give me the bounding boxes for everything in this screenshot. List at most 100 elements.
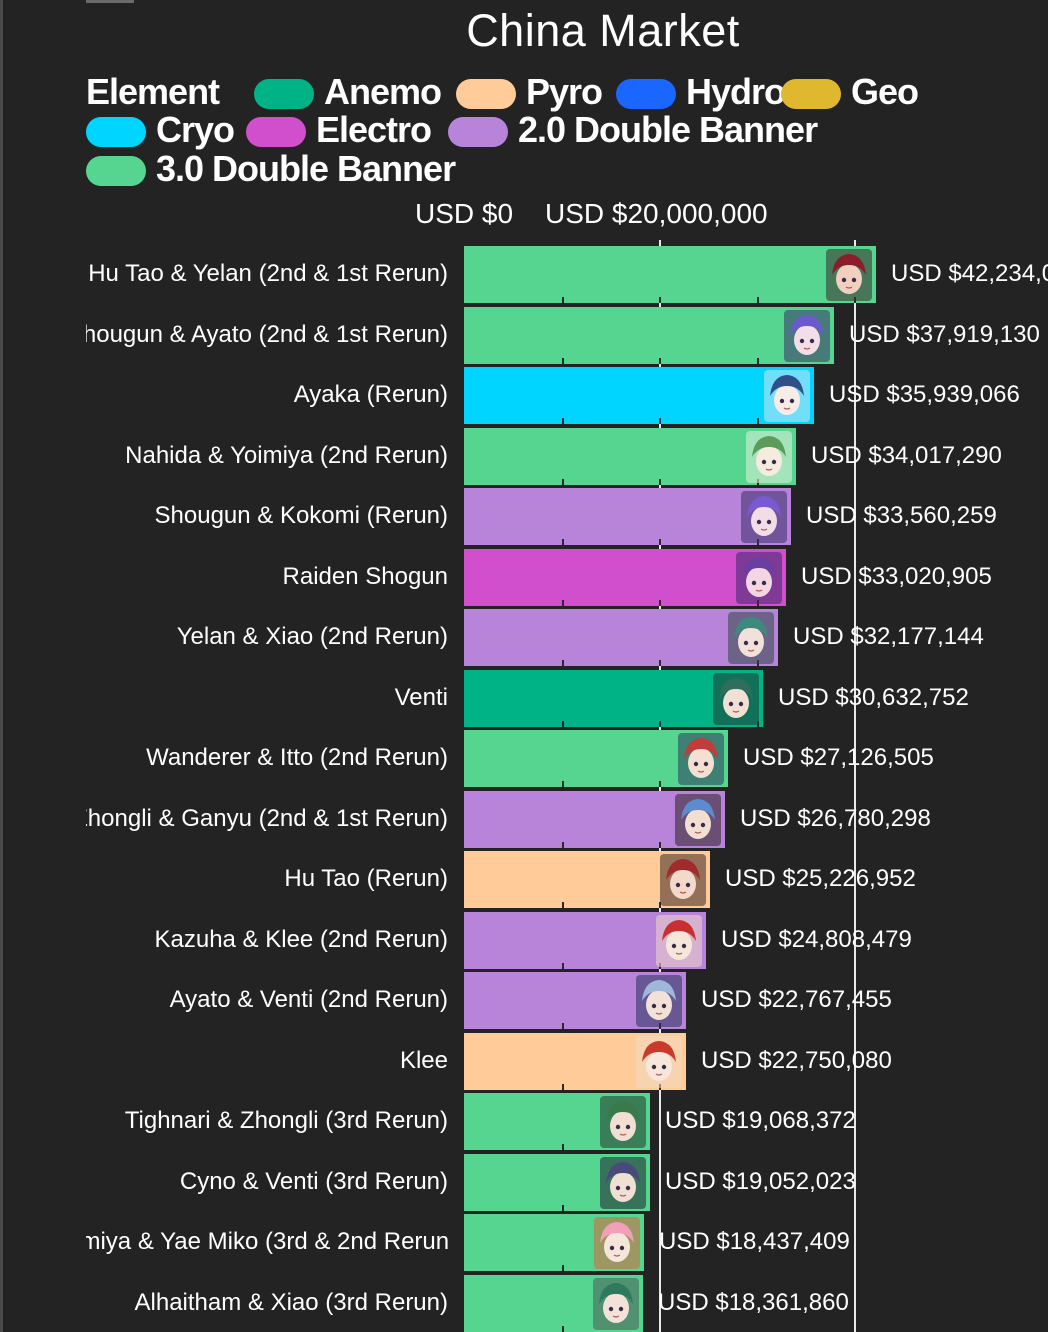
category-label: Raiden Shogun	[48, 563, 448, 591]
character-avatar-icon	[713, 673, 759, 725]
character-avatar-icon	[784, 310, 830, 362]
legend: Element Anemo Pyro Hydro Geo Cryo Electro 2.0 …	[86, 72, 986, 192]
bar-tick	[562, 660, 564, 666]
bar-tick	[562, 600, 564, 606]
character-avatar-icon	[746, 431, 792, 483]
category-label: Shougun & Ayato (2nd & 1st Rerun)	[48, 321, 448, 349]
bar-tick	[562, 963, 564, 969]
category-label: Ayato & Venti (2nd Rerun)	[48, 986, 448, 1014]
category-label: Yoimiya & Yae Miko (3rd & 2nd Rerun)	[48, 1228, 448, 1256]
bar-tick	[659, 600, 661, 606]
value-label: USD $32,177,144	[793, 623, 984, 651]
value-label: USD $27,126,505	[743, 744, 934, 772]
bar-tick	[659, 479, 661, 485]
category-label: Hu Tao & Yelan (2nd & 1st Rerun)	[48, 260, 448, 288]
bar-tick	[562, 781, 564, 787]
bar-tick	[659, 721, 661, 727]
category-label: Nahida & Yoimiya (2nd Rerun)	[48, 442, 448, 470]
bar-tick	[562, 1326, 564, 1332]
category-label: Shougun & Kokomi (Rerun)	[48, 502, 448, 530]
character-avatar-icon	[826, 249, 872, 301]
legend-swatch	[86, 117, 146, 147]
bar-tick	[562, 418, 564, 424]
legend-swatch	[456, 79, 516, 109]
category-label: Wanderer & Itto (2nd Rerun)	[48, 744, 448, 772]
bar-tick	[562, 842, 564, 848]
bar-tick	[659, 842, 661, 848]
value-label: USD $19,052,023	[665, 1168, 856, 1196]
character-avatar-icon	[660, 854, 706, 906]
bar-tick	[659, 358, 661, 364]
legend-label: Electro	[316, 110, 431, 150]
bar-tick	[659, 297, 661, 303]
bar-tick	[562, 539, 564, 545]
bar-tick	[659, 660, 661, 666]
bar-tick	[757, 297, 759, 303]
character-avatar-icon	[728, 612, 774, 664]
value-label: USD $33,560,259	[806, 502, 997, 530]
character-avatar-icon	[636, 975, 682, 1027]
value-label: USD $35,939,066	[829, 381, 1020, 409]
top-edge-mark	[86, 0, 134, 3]
value-label: USD $30,632,752	[778, 684, 969, 712]
value-label: USD $42,234,0	[891, 260, 1048, 288]
legend-swatch	[448, 117, 508, 147]
character-avatar-icon	[741, 491, 787, 543]
character-avatar-icon	[600, 1157, 646, 1209]
bar-tick	[659, 781, 661, 787]
value-label: USD $24,808,479	[721, 926, 912, 954]
chart-title: China Market	[300, 6, 906, 56]
x-tick-label-0: USD $0	[415, 197, 513, 231]
character-avatar-icon	[736, 552, 782, 604]
value-label: USD $25,226,952	[725, 865, 916, 893]
bar-tick	[757, 418, 759, 424]
legend-title: Element	[86, 72, 219, 112]
bar-2	[464, 367, 814, 424]
value-label: USD $18,437,409	[659, 1228, 850, 1256]
bar-tick	[562, 1265, 564, 1271]
legend-swatch	[781, 79, 841, 109]
value-label: USD $19,068,372	[665, 1107, 856, 1135]
legend-label: Geo	[851, 72, 918, 112]
category-label: Cyno & Venti (3rd Rerun)	[48, 1168, 448, 1196]
bar-tick	[562, 1205, 564, 1211]
character-avatar-icon	[594, 1217, 640, 1269]
character-avatar-icon	[600, 1096, 646, 1148]
value-label: USD $34,017,290	[811, 442, 1002, 470]
bar-tick	[562, 1084, 564, 1090]
category-label: Hu Tao (Rerun)	[48, 865, 448, 893]
category-label: Venti	[48, 684, 448, 712]
legend-swatch	[616, 79, 676, 109]
bar-tick	[562, 479, 564, 485]
bar-tick	[562, 1144, 564, 1150]
legend-swatch	[246, 117, 306, 147]
category-label: Klee	[48, 1047, 448, 1075]
character-avatar-icon	[593, 1278, 639, 1330]
bar-tick	[562, 358, 564, 364]
legend-label: Pyro	[526, 72, 602, 112]
bar-tick	[659, 418, 661, 424]
bar-tick	[757, 358, 759, 364]
bar-1	[464, 307, 834, 364]
value-label: USD $33,020,905	[801, 563, 992, 591]
character-avatar-icon	[675, 794, 721, 846]
bar-tick	[562, 902, 564, 908]
legend-swatch	[86, 156, 146, 186]
category-label: Tighnari & Zhongli (3rd Rerun)	[48, 1107, 448, 1135]
legend-label: Cryo	[156, 110, 234, 150]
legend-label: 3.0 Double Banner	[156, 149, 455, 189]
character-avatar-icon	[636, 1036, 682, 1088]
category-label: Ayaka (Rerun)	[48, 381, 448, 409]
bar-0	[464, 246, 876, 303]
category-label: Yelan & Xiao (2nd Rerun)	[48, 623, 448, 651]
bar-tick	[562, 297, 564, 303]
bar-tick	[562, 721, 564, 727]
legend-label: 2.0 Double Banner	[518, 110, 817, 150]
character-avatar-icon	[656, 915, 702, 967]
value-label: USD $37,919,130	[849, 321, 1040, 349]
legend-label: Hydro	[686, 72, 785, 112]
character-avatar-icon	[764, 370, 810, 422]
character-avatar-icon	[678, 733, 724, 785]
category-label: Zhongli & Ganyu (2nd & 1st Rerun)	[48, 805, 448, 833]
